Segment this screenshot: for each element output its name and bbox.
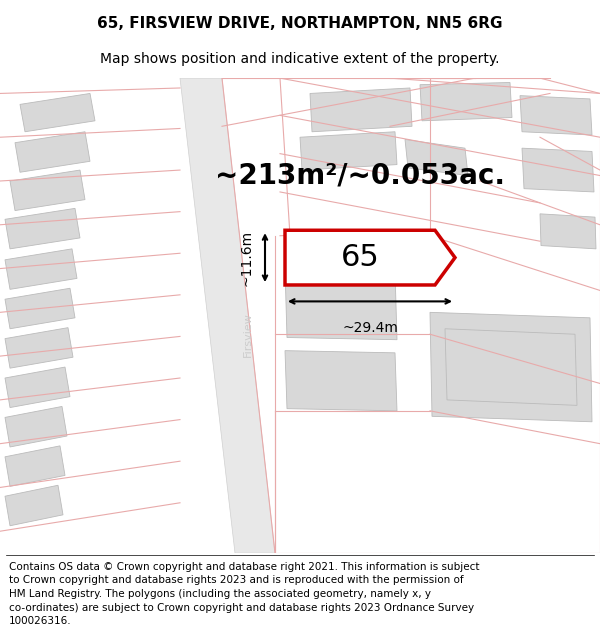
Text: ~213m²/~0.053ac.: ~213m²/~0.053ac. [215, 161, 505, 189]
Text: 65, FIRSVIEW DRIVE, NORTHAMPTON, NN5 6RG: 65, FIRSVIEW DRIVE, NORTHAMPTON, NN5 6RG [97, 16, 503, 31]
Polygon shape [5, 485, 63, 526]
Polygon shape [285, 230, 455, 285]
Polygon shape [300, 132, 397, 170]
Polygon shape [20, 94, 95, 132]
Polygon shape [420, 82, 512, 121]
Polygon shape [522, 148, 594, 192]
Polygon shape [310, 88, 412, 132]
Polygon shape [445, 329, 577, 406]
Polygon shape [5, 446, 65, 486]
Polygon shape [5, 208, 80, 249]
Polygon shape [10, 170, 85, 211]
Text: Contains OS data © Crown copyright and database right 2021. This information is : Contains OS data © Crown copyright and d… [9, 562, 479, 572]
Text: 100026316.: 100026316. [9, 616, 71, 625]
Polygon shape [5, 249, 77, 289]
Text: ~11.6m: ~11.6m [239, 229, 253, 286]
Polygon shape [285, 269, 397, 340]
Polygon shape [430, 312, 592, 422]
Polygon shape [180, 78, 275, 553]
Text: to Crown copyright and database rights 2023 and is reproduced with the permissio: to Crown copyright and database rights 2… [9, 576, 464, 586]
Polygon shape [5, 328, 73, 368]
Text: co-ordinates) are subject to Crown copyright and database rights 2023 Ordnance S: co-ordinates) are subject to Crown copyr… [9, 602, 474, 612]
Polygon shape [5, 406, 67, 447]
Polygon shape [285, 351, 397, 411]
Text: ~29.4m: ~29.4m [342, 321, 398, 335]
Text: HM Land Registry. The polygons (including the associated geometry, namely x, y: HM Land Registry. The polygons (includin… [9, 589, 431, 599]
Polygon shape [540, 214, 596, 249]
Polygon shape [5, 367, 70, 408]
Polygon shape [520, 96, 592, 135]
Polygon shape [15, 132, 90, 173]
Polygon shape [405, 139, 468, 176]
Text: Firsview: Firsview [243, 312, 253, 357]
Text: Map shows position and indicative extent of the property.: Map shows position and indicative extent… [100, 52, 500, 66]
Polygon shape [5, 288, 75, 329]
Text: 65: 65 [341, 243, 379, 272]
